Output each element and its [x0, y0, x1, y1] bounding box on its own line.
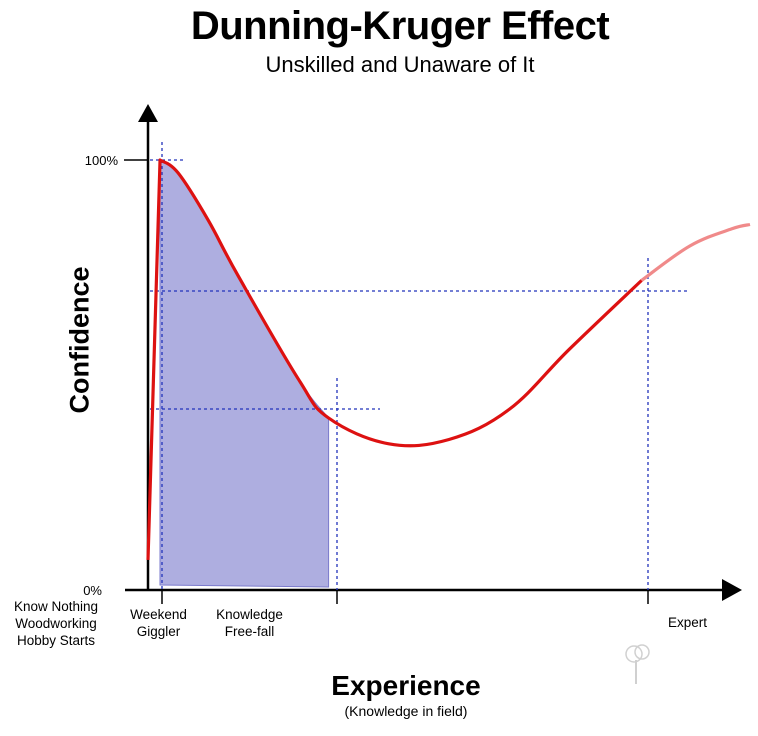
x-tick-label-start: Know Nothing Woodworking Hobby Starts — [13, 599, 99, 648]
chart-subtitle: Unskilled and Unaware of It — [265, 52, 535, 77]
confidence-curve-expert — [640, 222, 751, 282]
x-axis-label: Experience — [331, 670, 481, 701]
watermark-logo — [620, 640, 680, 690]
shaded-region — [159, 159, 330, 588]
x-axis-arrow-icon — [722, 579, 742, 601]
x-tick-label-freefall: Knowledge Free-fall — [216, 607, 283, 639]
y-tick-label-0: 0% — [83, 583, 102, 598]
confidence-curve — [146, 158, 643, 560]
y-axis-arrow-icon — [138, 104, 158, 122]
x-axis-sublabel: (Knowledge in field) — [344, 703, 468, 719]
chart-title: Dunning-Kruger Effect — [190, 4, 610, 48]
tree-icon — [625, 644, 650, 684]
x-tick-label-expert: Expert — [667, 615, 708, 630]
x-tick-label-weekend: Weekend Giggler — [130, 607, 187, 639]
y-tick-label-100: 100% — [85, 153, 119, 168]
